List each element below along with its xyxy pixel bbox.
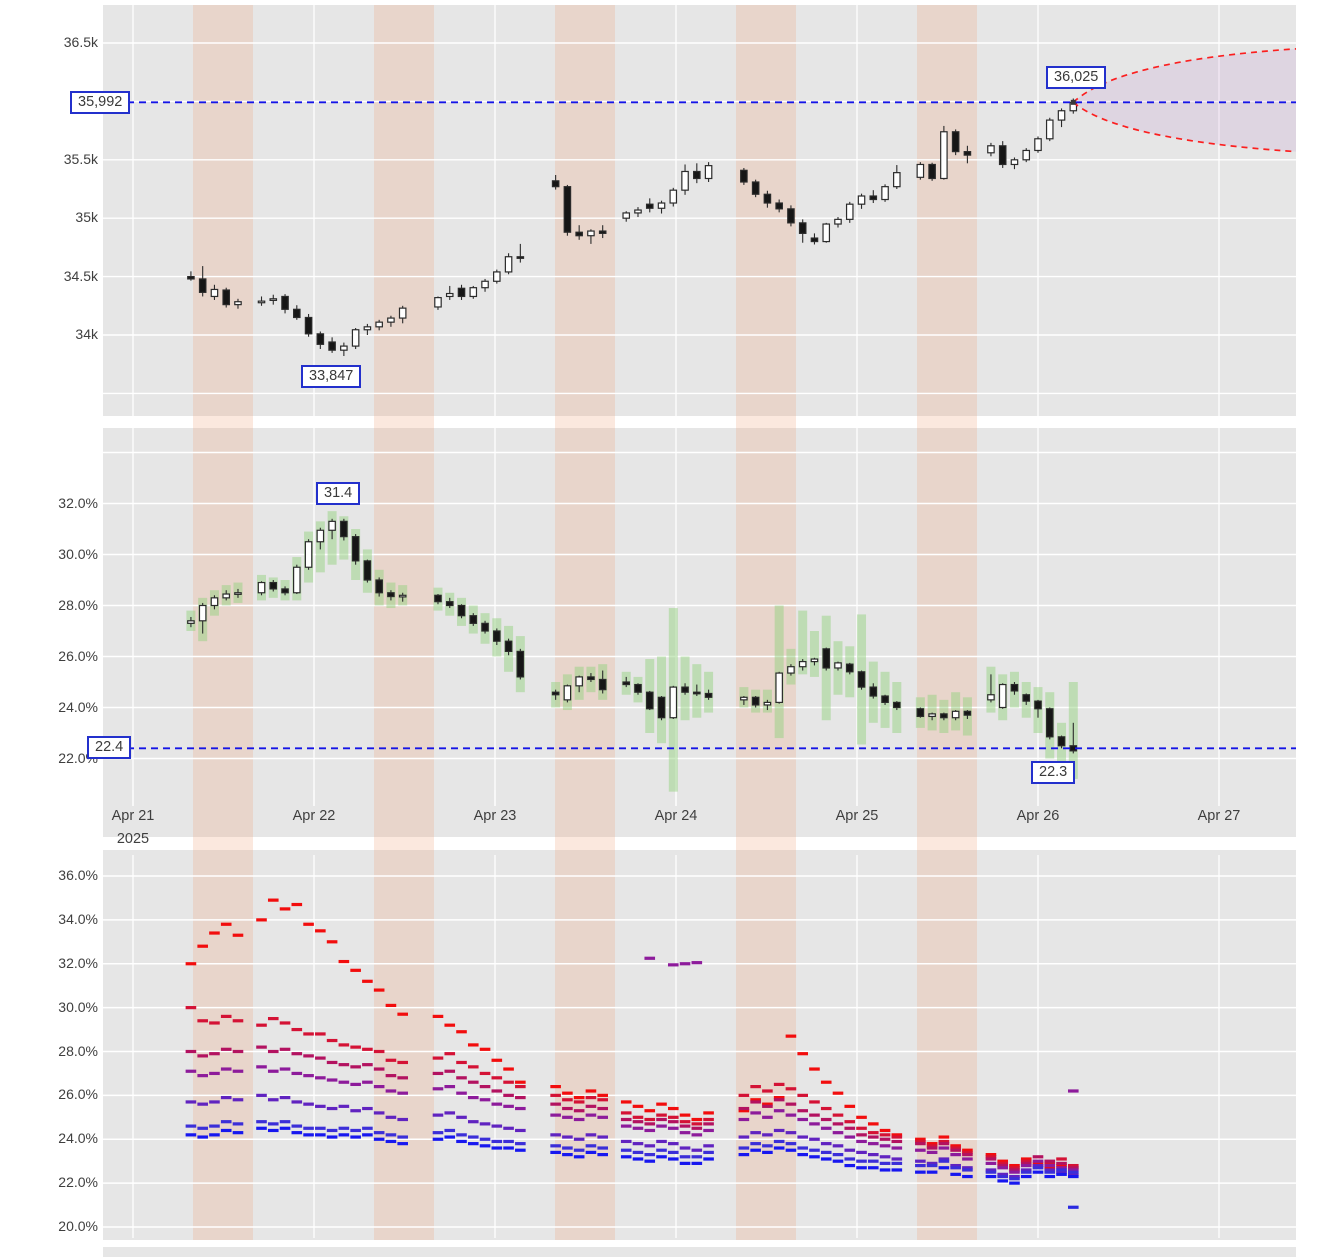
session-bands bbox=[193, 5, 977, 1240]
outlier-dash bbox=[1067, 1205, 1079, 1209]
implied-vol-panel-bg bbox=[103, 428, 1296, 837]
series-level-3 bbox=[185, 1045, 1079, 1172]
outlier-dash bbox=[667, 963, 679, 967]
forecast-cone bbox=[1072, 47, 1297, 153]
gridlines bbox=[103, 5, 1296, 1238]
series-level-1 bbox=[185, 898, 1079, 1170]
vol-levels-panel-bg bbox=[103, 850, 1296, 1240]
vol-level-dashes bbox=[185, 898, 1079, 1209]
outlier-dash bbox=[1067, 1089, 1079, 1093]
series-level-4 bbox=[185, 1065, 1079, 1174]
series-level-7 bbox=[185, 1126, 1079, 1185]
outlier-dash bbox=[679, 962, 691, 966]
series-level-6 bbox=[185, 1120, 1079, 1181]
series-level-2 bbox=[185, 1006, 1079, 1170]
last-price-marker bbox=[1070, 99, 1076, 105]
outlier-dash bbox=[691, 961, 703, 965]
price-panel-bg bbox=[103, 5, 1296, 416]
price-candles bbox=[187, 98, 1078, 357]
series-level-5 bbox=[185, 1093, 1079, 1179]
reference-lines bbox=[103, 101, 1296, 750]
next-panel-strip bbox=[103, 1247, 1296, 1257]
implied-volatility-candles bbox=[187, 518, 1078, 754]
outlier-dash bbox=[644, 956, 656, 960]
